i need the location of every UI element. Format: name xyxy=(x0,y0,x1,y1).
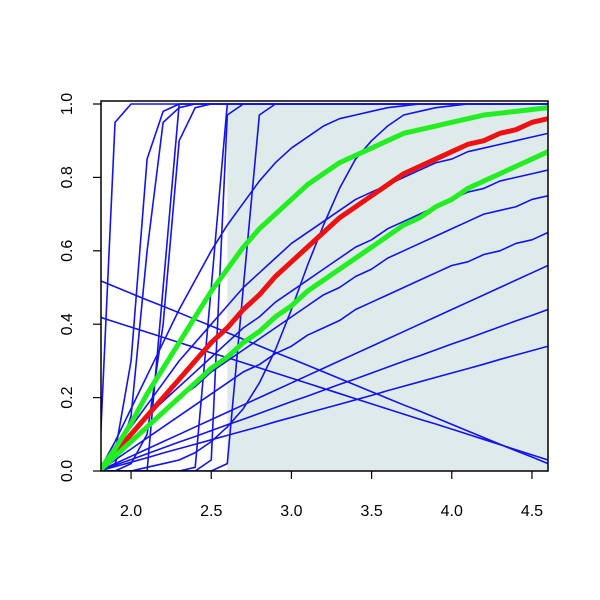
x-tick-label: 2.0 xyxy=(120,503,142,520)
highlight-line xyxy=(101,116,548,471)
y-tick-label: 0.4 xyxy=(59,313,76,335)
line xyxy=(101,280,548,465)
line xyxy=(101,316,548,461)
y-tick-label: 0.2 xyxy=(59,386,76,408)
x-tick-label: 3.5 xyxy=(360,503,382,520)
y-tick-label: 0.6 xyxy=(59,240,76,262)
line xyxy=(101,103,548,471)
x-tick-label: 3.0 xyxy=(280,503,302,520)
plot-area xyxy=(101,103,548,471)
line xyxy=(101,264,548,471)
x-tick-label: 4.0 xyxy=(441,503,463,520)
x-tick-label: 2.5 xyxy=(200,503,222,520)
y-tick-label: 1.0 xyxy=(59,93,76,115)
y-tick-label: 0.8 xyxy=(59,166,76,188)
x-tick-label: 4.5 xyxy=(521,503,543,520)
line xyxy=(101,231,548,471)
highlight-line xyxy=(101,149,548,471)
line xyxy=(101,308,548,471)
plot-frame xyxy=(100,100,549,472)
highlight-line xyxy=(101,105,548,471)
line xyxy=(101,132,548,470)
y-tick-label: 0.0 xyxy=(59,460,76,482)
shaded-region xyxy=(227,104,548,471)
line xyxy=(101,169,548,470)
line xyxy=(101,345,548,471)
